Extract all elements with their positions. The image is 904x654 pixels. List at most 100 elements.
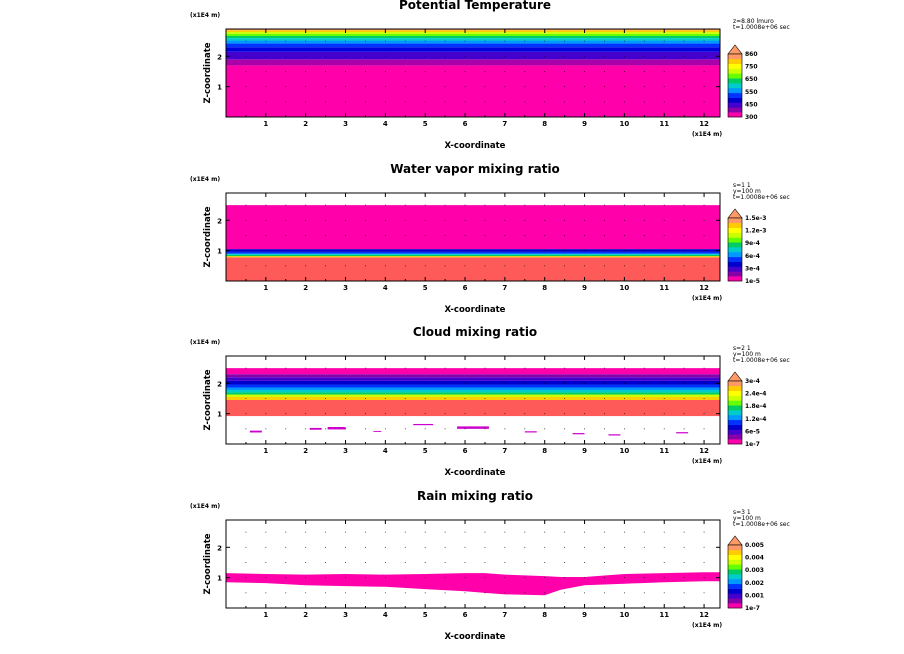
x-unit-label: (x1E4 m) [692,458,722,465]
grid-dot [504,398,506,399]
grid-dot [464,577,466,579]
grid-dot [345,562,346,563]
x-tick-label: 8 [542,120,547,128]
cloud-speck [676,432,689,434]
grid-dot [384,71,386,72]
grid-dot [404,86,406,88]
grid-dot [683,413,685,415]
grid-dot [484,382,486,384]
grid-dot [683,101,685,103]
x-axis-label: X-coordinate [445,305,506,315]
plot-frame [225,28,721,118]
grid-dot [643,40,645,42]
grid-dot [643,562,645,563]
grid-dot [584,413,585,415]
colorbar-label: 0.002 [745,580,764,587]
grid-dot [325,398,326,399]
rain-region [226,572,720,596]
colorbar-arrow [727,208,743,219]
grid-dot [305,531,307,533]
x-tick-label: 12 [699,611,709,619]
grid-dot [564,86,566,88]
grid-dot [424,367,426,369]
grid-dot [484,219,486,221]
colorbar-frame [727,217,743,282]
grid-dot [544,71,546,72]
grid-dot [623,101,625,103]
grid-dot [484,55,486,57]
grid-dot [623,592,625,594]
grid-dot [464,531,466,533]
field-band [226,40,720,44]
grid-dot [384,546,386,548]
grid-dot [643,367,645,369]
panel-2: Water vapor mixing ratio(x1E4 m)1 2 3 4 5 6 7 8… [190,162,790,315]
grid-dot [424,219,426,221]
z-tick-label: 1 [217,84,222,92]
colorbar-swatch [728,569,742,575]
info-line: t=1.0008e+06 sec [733,24,790,31]
grid-dot [404,546,406,548]
grid-dot [524,219,526,221]
plot-frame [225,519,721,609]
colorbar-swatch [728,554,742,560]
grid-dot [564,71,566,72]
x-tick-label: 10 [620,120,630,128]
grid-dot [524,546,526,548]
grid-dot [504,86,506,88]
grid-dot [504,265,506,267]
grid-dot [524,577,526,579]
grid-dot [604,398,605,399]
grid-dot [703,250,705,252]
x-tick-label: 3 [343,284,348,292]
colorbar-swatch [728,107,742,113]
grid-dot [325,592,326,594]
grid-dot [623,204,625,206]
grid-dot [464,86,466,88]
grid-dot [584,428,585,430]
grid-dot [623,219,625,221]
field-band [226,38,720,41]
grid-dot [703,40,705,42]
x-axis-label: X-coordinate [445,468,506,478]
info-line: s=1 1 [733,182,751,189]
grid-dot [444,531,446,533]
grid-dot [404,55,406,57]
grid-dot [524,428,526,430]
z-tick-label: 1 [217,411,222,419]
panel-1: Potential Temperature(x1E4 m)1 2 3 4 5 6 7 8 9 10… [190,0,790,151]
colorbar-swatch [728,247,742,253]
field-band [226,43,720,48]
z-unit-label: (x1E4 m) [190,176,220,183]
x-tick-label: 10 [620,284,630,292]
grid-dot [285,55,287,57]
field-band [226,256,720,258]
grid-dot [325,55,326,57]
grid-dot [544,204,546,206]
grid-dot [404,562,406,563]
grid-dot [365,428,366,430]
grid-dot [484,250,486,252]
grid-dot [703,546,705,548]
grid-dot [444,235,446,236]
grid-dot [663,577,665,579]
x-tick-label: 3 [343,120,348,128]
grid-dot [504,55,506,57]
grid-dot [365,367,366,369]
colorbar-swatch [728,102,742,108]
x-unit-label: (x1E4 m) [692,622,722,629]
grid-dot [384,101,386,103]
grid-dot [504,101,506,103]
grid-dot [345,531,346,533]
colorbar-swatch [728,68,742,74]
x-tick-label: 6 [463,120,468,128]
chart-title: Cloud mixing ratio [413,325,537,339]
grid-dot [524,101,526,103]
x-tick-label: 10 [620,611,630,619]
grid-dot [623,86,625,88]
x-tick-label: 12 [699,284,709,292]
field-band [226,30,720,33]
grid-dot [504,546,506,548]
grid-dot [365,235,366,236]
grid-dot [245,71,247,72]
